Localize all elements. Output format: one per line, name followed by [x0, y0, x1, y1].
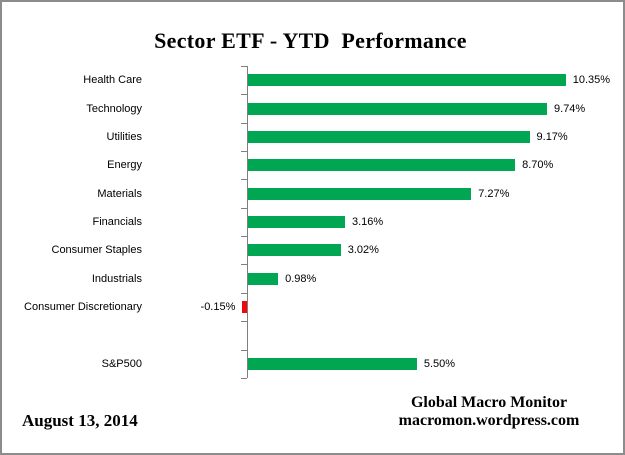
- value-label: 9.74%: [554, 102, 586, 115]
- footer-source-name: Global Macro Monitor: [410, 394, 568, 411]
- axis-tick: [241, 350, 247, 351]
- category-label: Health Care: [83, 74, 142, 87]
- axis-tick: [241, 293, 247, 294]
- axis-tick: [241, 151, 247, 152]
- value-label: 7.27%: [478, 187, 510, 200]
- axis-tick: [241, 264, 247, 265]
- value-label: 0.98%: [285, 272, 317, 285]
- category-label: Materials: [97, 187, 142, 200]
- bar-industrials: [248, 272, 279, 285]
- category-label: Consumer Discretionary: [24, 300, 142, 313]
- bar-financials: [248, 215, 345, 228]
- category-label: Technology: [86, 102, 142, 115]
- value-label: 3.02%: [347, 244, 379, 257]
- bar-energy: [248, 159, 516, 172]
- footer-source: Global Macro Monitor macromon.wordpress.…: [379, 394, 599, 430]
- bar-consumer-staples: [248, 244, 341, 257]
- category-label: Financials: [92, 215, 142, 228]
- footer-date: August 13, 2014: [22, 411, 138, 430]
- axis-tick: [241, 66, 247, 67]
- bar-consumer-discretionary: [242, 300, 247, 313]
- value-label: 10.35%: [572, 74, 611, 87]
- y-axis-line: [247, 66, 248, 378]
- bar-health-care: [248, 74, 566, 87]
- value-label: 3.16%: [352, 215, 384, 228]
- bar-s-p500: [248, 357, 417, 370]
- category-label: Utilities: [106, 130, 142, 143]
- bar-utilities: [248, 130, 530, 143]
- category-label: Energy: [107, 159, 142, 172]
- category-label: S&P500: [101, 357, 142, 370]
- axis-tick: [241, 208, 247, 209]
- axis-tick: [241, 236, 247, 237]
- bar-technology: [248, 102, 548, 115]
- value-label: -0.15%: [200, 300, 236, 313]
- category-label: Consumer Staples: [51, 244, 143, 257]
- footer-source-url: macromon.wordpress.com: [398, 412, 580, 429]
- axis-tick: [241, 123, 247, 124]
- chart-title: Sector ETF - YTD Performance: [154, 28, 467, 53]
- value-label: 8.70%: [522, 159, 554, 172]
- axis-tick: [241, 321, 247, 322]
- axis-tick: [241, 179, 247, 180]
- axis-tick: [241, 94, 247, 95]
- value-label: 9.17%: [536, 130, 568, 143]
- bar-materials: [248, 187, 472, 200]
- value-label: 5.50%: [423, 357, 456, 370]
- axis-tick: [241, 378, 247, 379]
- category-label: Industrials: [91, 272, 142, 285]
